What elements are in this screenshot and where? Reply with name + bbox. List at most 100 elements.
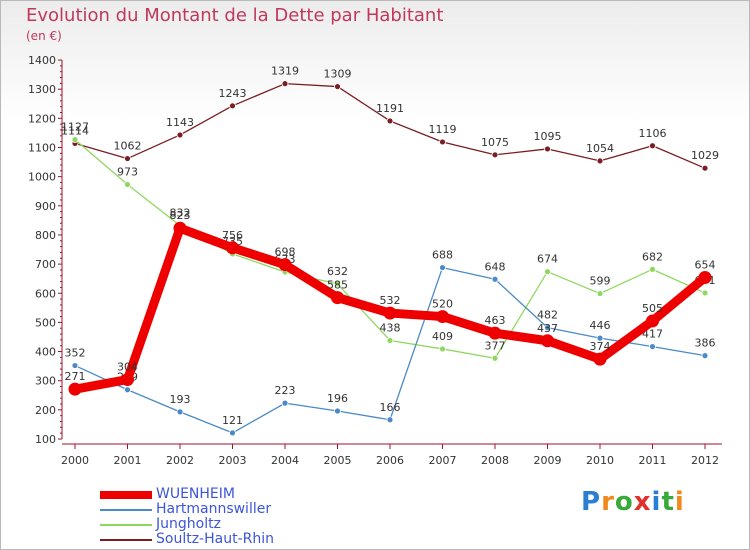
logo-letter: o: [614, 487, 634, 517]
data-point: [646, 314, 659, 328]
y-tick-label: 1000: [28, 171, 56, 184]
data-point: [491, 354, 499, 362]
data-point: [226, 241, 239, 255]
x-tick-label: 2007: [429, 454, 457, 467]
data-point: [439, 345, 446, 353]
x-tick-label: 2004: [271, 454, 299, 467]
data-label: 409: [432, 330, 453, 343]
data-label: 698: [275, 246, 296, 259]
y-tick-label: 700: [35, 258, 56, 271]
logo-letter: x: [633, 487, 652, 517]
data-label: 482: [537, 309, 558, 322]
x-tick-label: 2003: [219, 454, 247, 467]
x-tick-label: 2001: [114, 454, 142, 467]
x-tick-label: 2005: [324, 454, 352, 467]
logo-letter: i: [651, 487, 662, 517]
data-label: 505: [642, 302, 663, 315]
chart-unit-label: (en €): [26, 29, 62, 43]
data-point: [596, 157, 604, 165]
y-tick-label: 800: [35, 229, 56, 242]
data-point: [649, 142, 656, 150]
data-label: 223: [275, 384, 296, 397]
data-label: 463: [485, 314, 506, 327]
data-point: [68, 382, 82, 396]
data-label: 532: [380, 294, 401, 307]
data-label: 1143: [166, 116, 194, 129]
data-point: [593, 352, 607, 366]
data-label: 166: [380, 401, 401, 414]
data-label: 599: [590, 275, 611, 288]
legend-label: Hartmannswiller: [156, 501, 272, 517]
x-tick-label: 2011: [639, 454, 667, 467]
data-label: 438: [380, 321, 401, 334]
x-tick-label: 2009: [534, 454, 562, 467]
data-point: [229, 429, 236, 437]
y-tick-label: 1400: [28, 54, 56, 67]
data-point: [176, 131, 184, 139]
data-point: [386, 337, 394, 344]
data-point: [649, 343, 656, 350]
data-label: 832: [170, 207, 191, 220]
data-point: [124, 386, 131, 394]
data-label: 1191: [376, 102, 404, 115]
y-tick-label: 400: [35, 346, 56, 359]
x-tick-label: 2000: [61, 454, 89, 467]
data-label: 1062: [114, 140, 142, 153]
data-point: [649, 265, 656, 273]
data-point: [439, 264, 446, 271]
data-point: [176, 408, 184, 416]
y-tick-label: 100: [35, 433, 56, 446]
data-label: 632: [327, 265, 348, 278]
x-tick-label: 2012: [691, 454, 719, 467]
data-point: [121, 373, 134, 387]
y-tick-label: 200: [35, 404, 56, 417]
data-point: [386, 117, 394, 125]
data-label: 374: [590, 340, 611, 353]
data-point: [544, 324, 551, 332]
data-label: 1054: [586, 142, 614, 155]
data-label: 1319: [271, 65, 299, 78]
data-point: [334, 83, 341, 90]
legend-swatch: [100, 509, 152, 511]
data-point: [331, 291, 344, 305]
data-label: 648: [485, 260, 506, 273]
series-hartmannswiller: 352269193121223196166688648482446417386: [65, 249, 716, 437]
data-point: [596, 334, 604, 342]
data-point: [439, 138, 446, 146]
legend-label: Soultz-Haut-Rhin: [156, 531, 274, 547]
data-label: 437: [537, 322, 558, 335]
logo-letter: i: [674, 487, 685, 517]
legend-label: WUENHEIM: [156, 486, 235, 502]
legend-swatch: [100, 491, 152, 499]
data-label: 682: [642, 250, 663, 263]
data-point: [541, 334, 554, 348]
data-label: 1114: [61, 124, 89, 137]
data-point: [491, 151, 499, 159]
data-point: [281, 399, 289, 407]
data-point: [173, 221, 187, 235]
data-label: 1309: [324, 68, 352, 81]
y-tick-label: 1300: [28, 83, 56, 96]
data-point: [334, 407, 341, 415]
x-tick-label: 2006: [376, 454, 404, 467]
data-label: 271: [65, 370, 86, 383]
data-point: [436, 310, 449, 324]
series-jungholtz: 1127973832735673632438409377674599682601: [61, 121, 716, 362]
data-point: [491, 275, 499, 283]
data-point: [281, 80, 289, 88]
data-label: 304: [117, 361, 138, 374]
data-point: [596, 290, 604, 297]
data-point: [334, 280, 341, 288]
y-tick-label: 500: [35, 316, 56, 329]
data-point: [71, 362, 79, 369]
data-label: 196: [327, 392, 348, 405]
series-soultz-haut-rhin: 1114 1062 1143 1243 1319 1309 1191 1119 1075 1095…: [61, 65, 719, 172]
data-label: 1029: [691, 149, 719, 162]
y-tick-label: 1200: [28, 112, 56, 125]
data-point: [701, 289, 709, 297]
data-label: 386: [695, 337, 716, 350]
logo-letter: t: [661, 487, 675, 517]
data-label: 1095: [534, 130, 562, 143]
